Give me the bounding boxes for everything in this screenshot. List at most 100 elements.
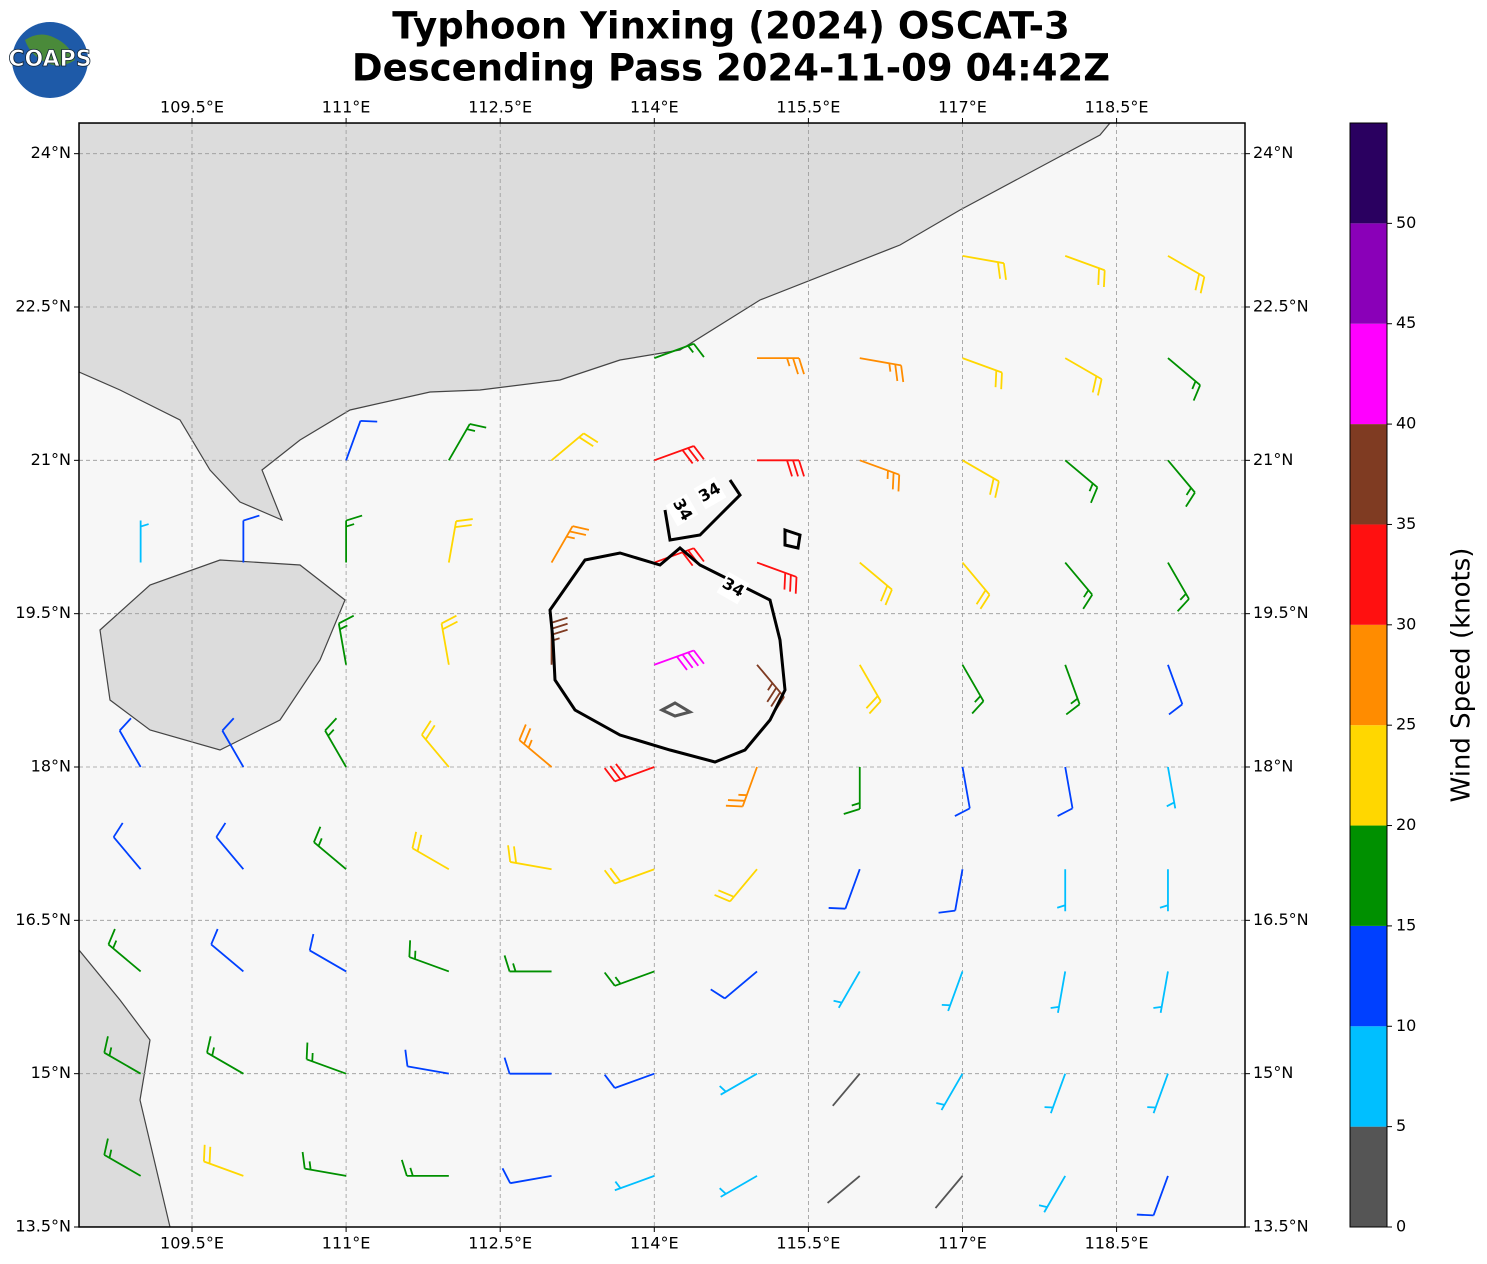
wind-barb bbox=[1056, 869, 1067, 912]
wind-barb bbox=[221, 717, 245, 768]
wind-barb bbox=[961, 664, 985, 715]
wind-barb bbox=[103, 1138, 142, 1177]
wind-barb bbox=[843, 767, 861, 815]
wind-barb bbox=[301, 1151, 347, 1177]
y-tick-label: 13.5°N bbox=[1253, 1217, 1309, 1236]
wind-barb bbox=[614, 1175, 655, 1192]
wind-barb bbox=[1136, 1175, 1169, 1217]
wind-barb bbox=[1167, 664, 1184, 716]
colorbar-swatch bbox=[1350, 424, 1387, 525]
wind-barb bbox=[518, 724, 553, 768]
y-tick-label: 18°N bbox=[31, 757, 71, 776]
colorbar-tick-label: 25 bbox=[1396, 715, 1416, 734]
wind-barb bbox=[501, 1167, 552, 1185]
wind-barb bbox=[934, 1175, 964, 1209]
logo-land bbox=[25, 34, 75, 66]
x-tick-label: 114°E bbox=[630, 98, 679, 117]
wind-barb bbox=[938, 869, 964, 914]
wind-barb bbox=[408, 940, 450, 973]
wind-barb bbox=[603, 1072, 655, 1089]
wind-barb bbox=[719, 1175, 758, 1198]
wind-barb bbox=[858, 664, 882, 715]
wind-barb bbox=[954, 766, 971, 817]
colorbar-swatch bbox=[1350, 1126, 1387, 1227]
y-tick-label: 19.5°N bbox=[1253, 603, 1309, 622]
wind-barb bbox=[206, 1036, 244, 1075]
y-tick-label: 13.5°N bbox=[15, 1217, 71, 1236]
wind-barb bbox=[1064, 255, 1106, 288]
chart-title: Typhoon Yinxing (2024) OSCAT-3 bbox=[392, 5, 1070, 48]
wind-barb bbox=[345, 419, 378, 461]
mainland bbox=[79, 123, 1111, 522]
wind-barb bbox=[1064, 561, 1093, 610]
colorbar-frame bbox=[1349, 122, 1388, 1228]
colorbar-tick-label: 50 bbox=[1396, 213, 1416, 232]
wind-barb bbox=[710, 970, 758, 1000]
y-tick-label: 15°N bbox=[31, 1063, 71, 1082]
wind-barb bbox=[507, 845, 552, 871]
contour-label-bg bbox=[665, 493, 699, 527]
vietnam bbox=[79, 949, 171, 1227]
y-tick-label: 24°N bbox=[31, 143, 71, 162]
y-tick-label: 16.5°N bbox=[1253, 910, 1309, 929]
axes: 109.5°E 109.5°E 111°E 111°E 112.5°E 112.5°E 11… bbox=[15, 98, 1308, 1253]
wind-barb bbox=[859, 561, 893, 606]
wind-barb bbox=[550, 432, 599, 462]
wind-barb bbox=[550, 616, 568, 665]
wind-barb bbox=[1064, 459, 1099, 504]
x-tick-label: 118.5°E bbox=[1085, 98, 1149, 117]
wind-barb bbox=[1167, 357, 1201, 401]
colorbar-tick-label: 15 bbox=[1396, 915, 1416, 934]
wind-barb bbox=[1057, 766, 1074, 817]
colorbar: 0 5 10 15 20 25 30 35 40 45 50 bbox=[1349, 122, 1416, 1236]
y-tick-label: 19.5°N bbox=[15, 603, 71, 622]
x-tick-label: 111°E bbox=[322, 1234, 371, 1253]
wind-barb bbox=[112, 822, 142, 870]
wind-barb bbox=[653, 649, 705, 671]
wind-barb bbox=[653, 445, 705, 464]
y-tick-label: 21°N bbox=[1253, 450, 1293, 469]
x-tick-label: 115.5°E bbox=[776, 98, 840, 117]
wind-barb bbox=[503, 1057, 552, 1075]
wind-barb bbox=[107, 928, 142, 973]
wind-barb bbox=[962, 357, 1003, 390]
wind-barb bbox=[210, 928, 244, 973]
colorbar-swatch bbox=[1350, 624, 1387, 726]
y-tick-label: 21°N bbox=[31, 450, 71, 469]
x-tick-label: 117°E bbox=[938, 1234, 987, 1253]
colorbar-tick-label: 45 bbox=[1396, 313, 1416, 332]
wind-barb bbox=[503, 955, 552, 973]
wind-barb bbox=[859, 357, 905, 383]
wind-barb bbox=[832, 1073, 861, 1107]
wind-barb bbox=[603, 970, 655, 987]
wind-barb bbox=[1064, 664, 1081, 716]
map-background bbox=[79, 123, 1245, 1227]
wind-barb bbox=[756, 561, 798, 594]
wind-barb bbox=[653, 342, 705, 359]
wind-barb bbox=[859, 459, 901, 492]
colorbar-swatch bbox=[1350, 323, 1387, 425]
wind-barb bbox=[757, 459, 805, 477]
colorbar-tick-label: 10 bbox=[1396, 1016, 1416, 1035]
wind-barb bbox=[941, 971, 964, 1012]
wind-barbs bbox=[103, 255, 1206, 1217]
wind-barb bbox=[1159, 869, 1169, 912]
x-tick-label: 112.5°E bbox=[468, 1234, 532, 1253]
wind-barb bbox=[1153, 971, 1169, 1013]
wind-barb bbox=[833, 970, 861, 1009]
wind-barb bbox=[324, 717, 347, 768]
wind-barb bbox=[714, 868, 758, 903]
colorbar-swatch bbox=[1350, 223, 1387, 324]
wind-barb bbox=[1050, 971, 1067, 1013]
logo-text: COAPS bbox=[8, 47, 91, 72]
wind-barb bbox=[1064, 357, 1103, 396]
wind-barb bbox=[961, 561, 991, 610]
x-tick-label: 118.5°E bbox=[1085, 1234, 1149, 1253]
y-tick-label: 22.5°N bbox=[1253, 297, 1309, 316]
contour-label-bg bbox=[716, 571, 750, 605]
wind-barb bbox=[421, 720, 450, 768]
wind-barb bbox=[139, 520, 149, 563]
colorbar-tick-label: 0 bbox=[1396, 1217, 1406, 1236]
wind-barb bbox=[1044, 1073, 1067, 1114]
